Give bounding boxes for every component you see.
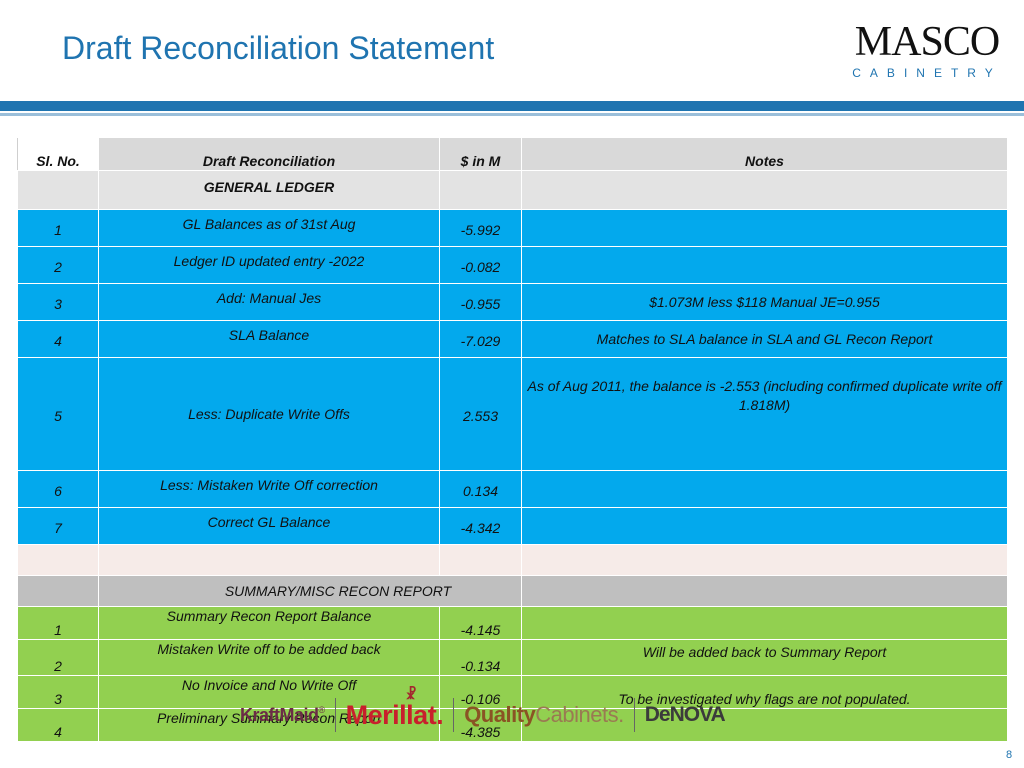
- page-title: Draft Reconciliation Statement: [62, 30, 495, 66]
- row-desc: Summary Recon Report Balance: [98, 606, 440, 640]
- table-header-row: Sl. No. Draft Reconciliation $ in M Note…: [17, 137, 1008, 171]
- header-band-thin: [0, 113, 1024, 116]
- table-row: 1 GL Balances as of 31st Aug -5.992: [17, 209, 1008, 247]
- row-desc: Less: Duplicate Write Offs: [98, 357, 440, 471]
- logo-divider: [633, 698, 635, 732]
- row-note: [521, 246, 1008, 284]
- logo-divider: [453, 698, 455, 732]
- row-amount: -4.385: [439, 708, 522, 742]
- merillat-logo: ☧ Merillat.: [345, 685, 444, 730]
- row-no: 3: [17, 283, 99, 321]
- row-amount: -7.029: [439, 320, 522, 358]
- page-number: 8: [1006, 749, 1013, 761]
- row-no: 6: [17, 470, 99, 508]
- table-row: 2 Ledger ID updated entry -2022 -0.082: [17, 246, 1008, 284]
- header-amount: $ in M: [439, 137, 522, 171]
- row-no: 2: [17, 639, 99, 676]
- row-no: 1: [17, 606, 99, 640]
- row-desc: Correct GL Balance: [98, 507, 440, 545]
- row-desc: SLA Balance: [98, 320, 440, 358]
- row-note: [521, 507, 1008, 545]
- row-desc: No Invoice and No Write Off: [98, 675, 440, 709]
- row-note: $1.073M less $118 Manual JE=0.955: [521, 283, 1008, 321]
- table-row: 5 Less: Duplicate Write Offs 2.553 As of…: [17, 357, 1008, 471]
- table-row: 3 No Invoice and No Write Off -0.106 To …: [17, 675, 1008, 709]
- row-amount: 0.134: [439, 470, 522, 508]
- row-amount: -4.342: [439, 507, 522, 545]
- masco-logo-name: MASCO: [854, 19, 1000, 65]
- table-row: 6 Less: Mistaken Write Off correction 0.…: [17, 470, 1008, 508]
- row-amount: -0.955: [439, 283, 522, 321]
- header-band: [0, 101, 1024, 111]
- row-desc: Preliminary Summary Recon Report: [98, 708, 440, 742]
- table-row: 4 SLA Balance -7.029 Matches to SLA bala…: [17, 320, 1008, 358]
- row-note: [521, 470, 1008, 508]
- row-amount: -0.134: [439, 639, 522, 676]
- row-amount: -5.992: [439, 209, 522, 247]
- table-row: 1 Summary Recon Report Balance -4.145: [17, 606, 1008, 640]
- row-no: 7: [17, 507, 99, 545]
- row-no: 4: [17, 708, 99, 742]
- kraftmaid-logo: KraftMaid®: [240, 704, 325, 725]
- table-row: 7 Correct GL Balance -4.342: [17, 507, 1008, 545]
- row-amount: -0.106: [439, 675, 522, 709]
- row-amount: -4.145: [439, 606, 522, 640]
- row-desc: Ledger ID updated entry -2022: [98, 246, 440, 284]
- header-notes: Notes: [521, 137, 1008, 171]
- denova-logo: DeNOVA: [644, 703, 726, 726]
- logo-divider: [334, 698, 336, 732]
- row-desc: Add: Manual Jes: [98, 283, 440, 321]
- section-general-ledger: GENERAL LEDGER: [17, 170, 1008, 210]
- section-title: GENERAL LEDGER: [98, 170, 440, 210]
- row-no: 2: [17, 246, 99, 284]
- reconciliation-table: Sl. No. Draft Reconciliation $ in M Note…: [17, 137, 1008, 742]
- row-note: [521, 209, 1008, 247]
- header-sl-no: Sl. No.: [17, 137, 99, 171]
- row-note: [521, 708, 1008, 742]
- table-row: 2 Mistaken Write off to be added back -0…: [17, 639, 1008, 676]
- brand-logos: KraftMaid® ☧ Merillat. QualityCabinets. D…: [240, 685, 800, 740]
- merillat-mark-icon: ☧: [405, 685, 417, 702]
- row-no: 3: [17, 675, 99, 709]
- row-note: Will be added back to Summary Report: [521, 639, 1008, 676]
- row-no: 4: [17, 320, 99, 358]
- section-summary-recon: SUMMARY/MISC RECON REPORT: [17, 575, 1008, 607]
- row-note: [521, 606, 1008, 640]
- spacer-row: [17, 544, 1008, 576]
- row-no: 5: [17, 357, 99, 471]
- row-note: As of Aug 2011, the balance is -2.553 (i…: [521, 357, 1008, 471]
- row-amount: -0.082: [439, 246, 522, 284]
- masco-logo-sub: CABINETRY: [852, 66, 1002, 80]
- row-desc: GL Balances as of 31st Aug: [98, 209, 440, 247]
- row-amount: 2.553: [439, 357, 522, 471]
- masco-logo: MASCO CABINETRY: [852, 20, 1002, 80]
- section-title: SUMMARY/MISC RECON REPORT: [98, 575, 522, 607]
- row-desc: Less: Mistaken Write Off correction: [98, 470, 440, 508]
- table-row: 3 Add: Manual Jes -0.955 $1.073M less $1…: [17, 283, 1008, 321]
- row-note: To be investigated why flags are not pop…: [521, 675, 1008, 709]
- table-row: 4 Preliminary Summary Recon Report -4.38…: [17, 708, 1008, 742]
- header-draft-reconciliation: Draft Reconciliation: [98, 137, 440, 171]
- row-no: 1: [17, 209, 99, 247]
- row-note: Matches to SLA balance in SLA and GL Rec…: [521, 320, 1008, 358]
- row-desc: Mistaken Write off to be added back: [98, 639, 440, 676]
- quality-cabinets-logo: QualityCabinets.: [464, 702, 624, 727]
